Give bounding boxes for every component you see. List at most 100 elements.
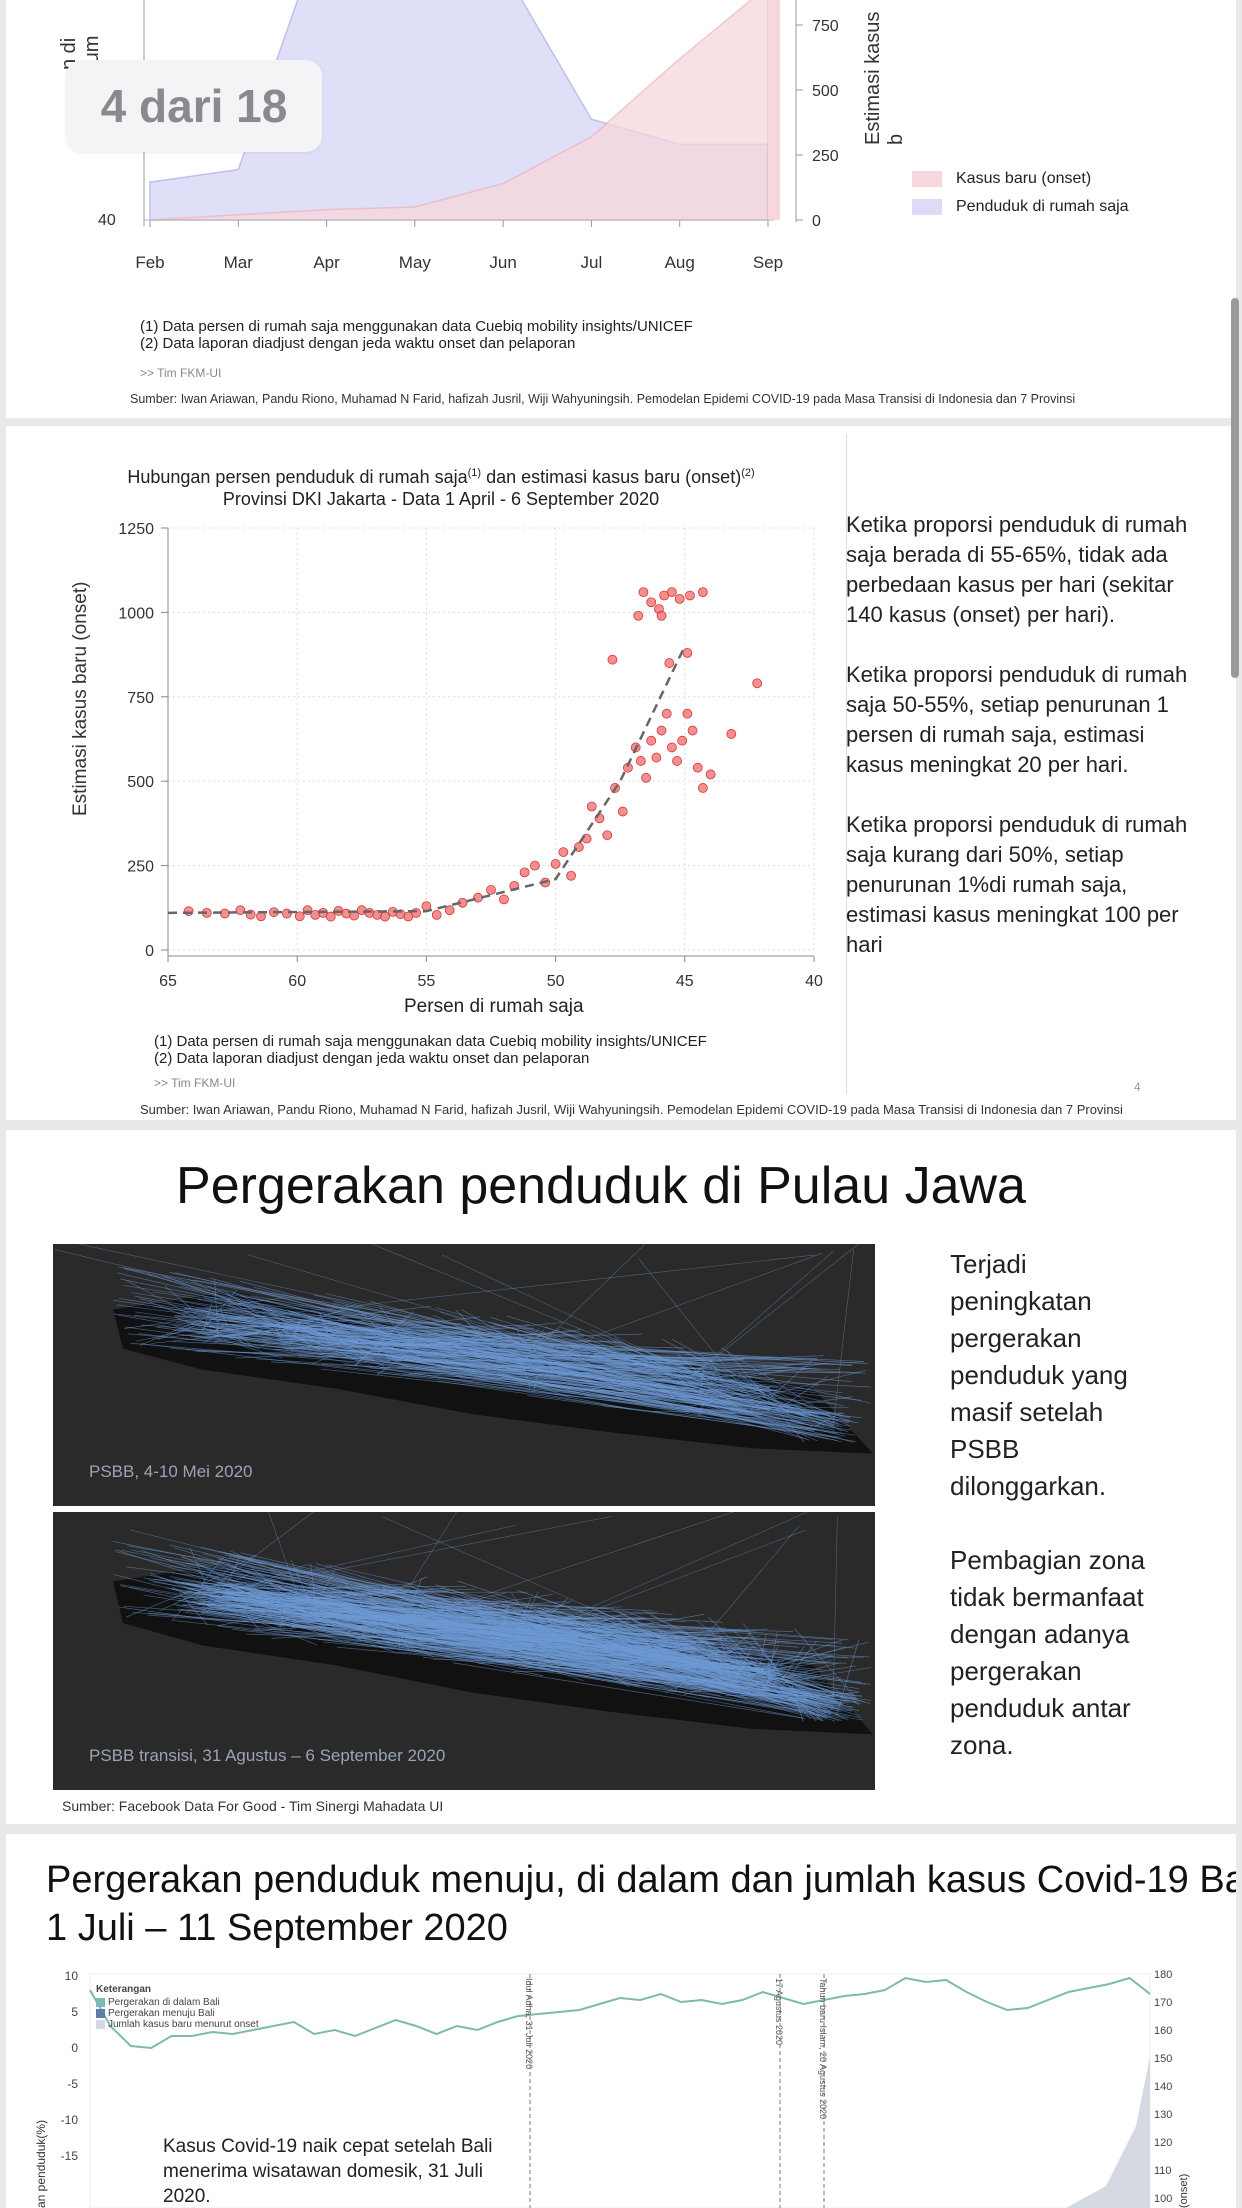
- scatter-point: [666, 742, 677, 753]
- mobility-link: [500, 1372, 569, 1398]
- mobility-link: [379, 1646, 522, 1651]
- mobility-link: [506, 1315, 851, 1419]
- map-psbb-may: PSBB, 4-10 Mei 2020: [53, 1244, 875, 1506]
- y-tick-label: 1000: [118, 605, 154, 622]
- mobility-link: [682, 1367, 789, 1373]
- scatter-point: [325, 911, 336, 922]
- mobility-link: [275, 1315, 704, 1386]
- mobility-link: [150, 1572, 285, 1625]
- mobility-link: [816, 1700, 845, 1719]
- page-number: 4: [1134, 1080, 1141, 1094]
- legend-swatch: [912, 171, 942, 187]
- mobility-link: [289, 1602, 323, 1630]
- mobility-link: [328, 1607, 853, 1711]
- mobility-link: [171, 1588, 753, 1689]
- mobility-link: [173, 1603, 872, 1685]
- y-tick-label: 250: [127, 859, 154, 876]
- legend-label: Jumlah kasus baru menurut onset: [108, 2019, 259, 2030]
- mobility-link: [291, 1596, 423, 1642]
- mobility-link: [741, 1686, 827, 1712]
- legend-swatch: [96, 2020, 105, 2029]
- legend-swatch: [96, 2009, 105, 2018]
- legend-label: Pergerakan menuju Bali: [108, 2008, 215, 2019]
- mobility-link: [431, 1368, 815, 1432]
- mobility-link: [382, 1512, 457, 1629]
- legend-item: Jumlah kasus baru menurut onset: [96, 2019, 259, 2030]
- y-tick-label: 0: [71, 2041, 78, 2055]
- mobility-link: [202, 1516, 613, 1596]
- scatter-point: [633, 610, 644, 621]
- mobility-link: [139, 1318, 205, 1346]
- mobility-link: [382, 1512, 734, 1630]
- legend-item-stay-home: Penduduk di rumah saja: [912, 198, 1129, 216]
- mobility-link: [650, 1387, 825, 1429]
- mobility-link: [408, 1619, 833, 1714]
- team-credit: >> Tim FKM-UI: [140, 366, 222, 380]
- mobility-link: [409, 1610, 585, 1615]
- source-text: Sumber: Facebook Data For Good - Tim Sin…: [62, 1798, 444, 1814]
- mobility-link: [226, 1557, 240, 1585]
- x-tick-label: Aug: [665, 253, 695, 272]
- y-tick-label: -15: [61, 2149, 79, 2163]
- mobility-link: [273, 1566, 695, 1648]
- mobility-link: [621, 1609, 856, 1699]
- mobility-link: [408, 1373, 706, 1377]
- team-credit: >> Tim FKM-UI: [154, 1076, 236, 1090]
- scatter-point: [682, 648, 693, 658]
- series-line-within-bali: [89, 1976, 1151, 2050]
- mobility-link: [403, 1373, 680, 1389]
- mobility-link: [495, 1374, 856, 1436]
- mobility-link: [120, 1549, 538, 1634]
- scatter-point: [692, 762, 703, 773]
- mobility-link: [750, 1384, 777, 1402]
- mobility-link: [183, 1307, 698, 1364]
- chart-title-part: dan estimasi kasus baru (onset): [481, 467, 742, 487]
- mobility-link: [336, 1646, 772, 1689]
- mobility-link: [452, 1662, 806, 1719]
- mobility-link: [692, 1250, 834, 1376]
- mobility-link: [699, 1367, 815, 1380]
- cases-area: [1066, 2056, 1150, 2208]
- mobility-link: [298, 1355, 669, 1366]
- scatter-chart: 1250 1000 750 500 250 0 65 60 55 50 45 40: [118, 521, 823, 990]
- mobility-link: [721, 1674, 842, 1712]
- mobility-link: [322, 1641, 855, 1695]
- mobility-link: [755, 1639, 844, 1671]
- mobility-link: [476, 1375, 838, 1441]
- legend-title: Keterangan: [96, 1984, 152, 1995]
- chart-panel: [36, 434, 847, 1094]
- mobility-link: [209, 1325, 534, 1329]
- mobility-link: [567, 1615, 722, 1656]
- right-tick-label: 160: [1154, 2025, 1172, 2037]
- mobility-link: [422, 1656, 735, 1686]
- scatter-point: [294, 911, 305, 922]
- right-tick-label: 100: [1154, 2193, 1172, 2205]
- explanation-paragraph-1: Terjadi peningkatan pergerakan penduduk …: [950, 1249, 1128, 1501]
- slide-scatter-jakarta: Hubungan persen penduduk di rumah saja(1…: [6, 426, 1236, 1120]
- mobility-link: [493, 1625, 725, 1634]
- trend-line: [167, 645, 686, 915]
- mobility-link: [202, 1254, 816, 1323]
- mobility-link: [124, 1321, 175, 1329]
- legend-label: Kasus baru (onset): [956, 170, 1092, 187]
- mobility-link: [130, 1529, 834, 1707]
- mobility-link: [738, 1654, 773, 1679]
- mobility-link: [217, 1558, 776, 1676]
- mobility-link: [284, 1594, 849, 1641]
- right-tick-label: 180: [1154, 1969, 1172, 1981]
- x-axis-label: Persen di rumah saja: [404, 996, 584, 1017]
- scrollbar-thumb[interactable]: [1231, 298, 1239, 678]
- explanation-text: Terjadi peningkatan pergerakan penduduk …: [950, 1246, 1170, 1794]
- mobility-link: [290, 1559, 320, 1623]
- mobility-link: [283, 1599, 532, 1629]
- source-text: Sumber: Iwan Ariawan, Pandu Riono, Muham…: [140, 1102, 1123, 1117]
- scatter-point: [646, 735, 657, 746]
- mobility-link: [366, 1585, 386, 1633]
- scatter-point: [674, 593, 685, 604]
- y-tick-label: 0: [145, 943, 154, 960]
- mobility-link: [523, 1343, 755, 1415]
- event-label: Tahun baru Islam, 20 Agustus 2020: [818, 1978, 828, 2120]
- mobility-link: [386, 1362, 658, 1385]
- x-tick-label: Sep: [753, 253, 783, 272]
- scatter-point: [697, 587, 708, 598]
